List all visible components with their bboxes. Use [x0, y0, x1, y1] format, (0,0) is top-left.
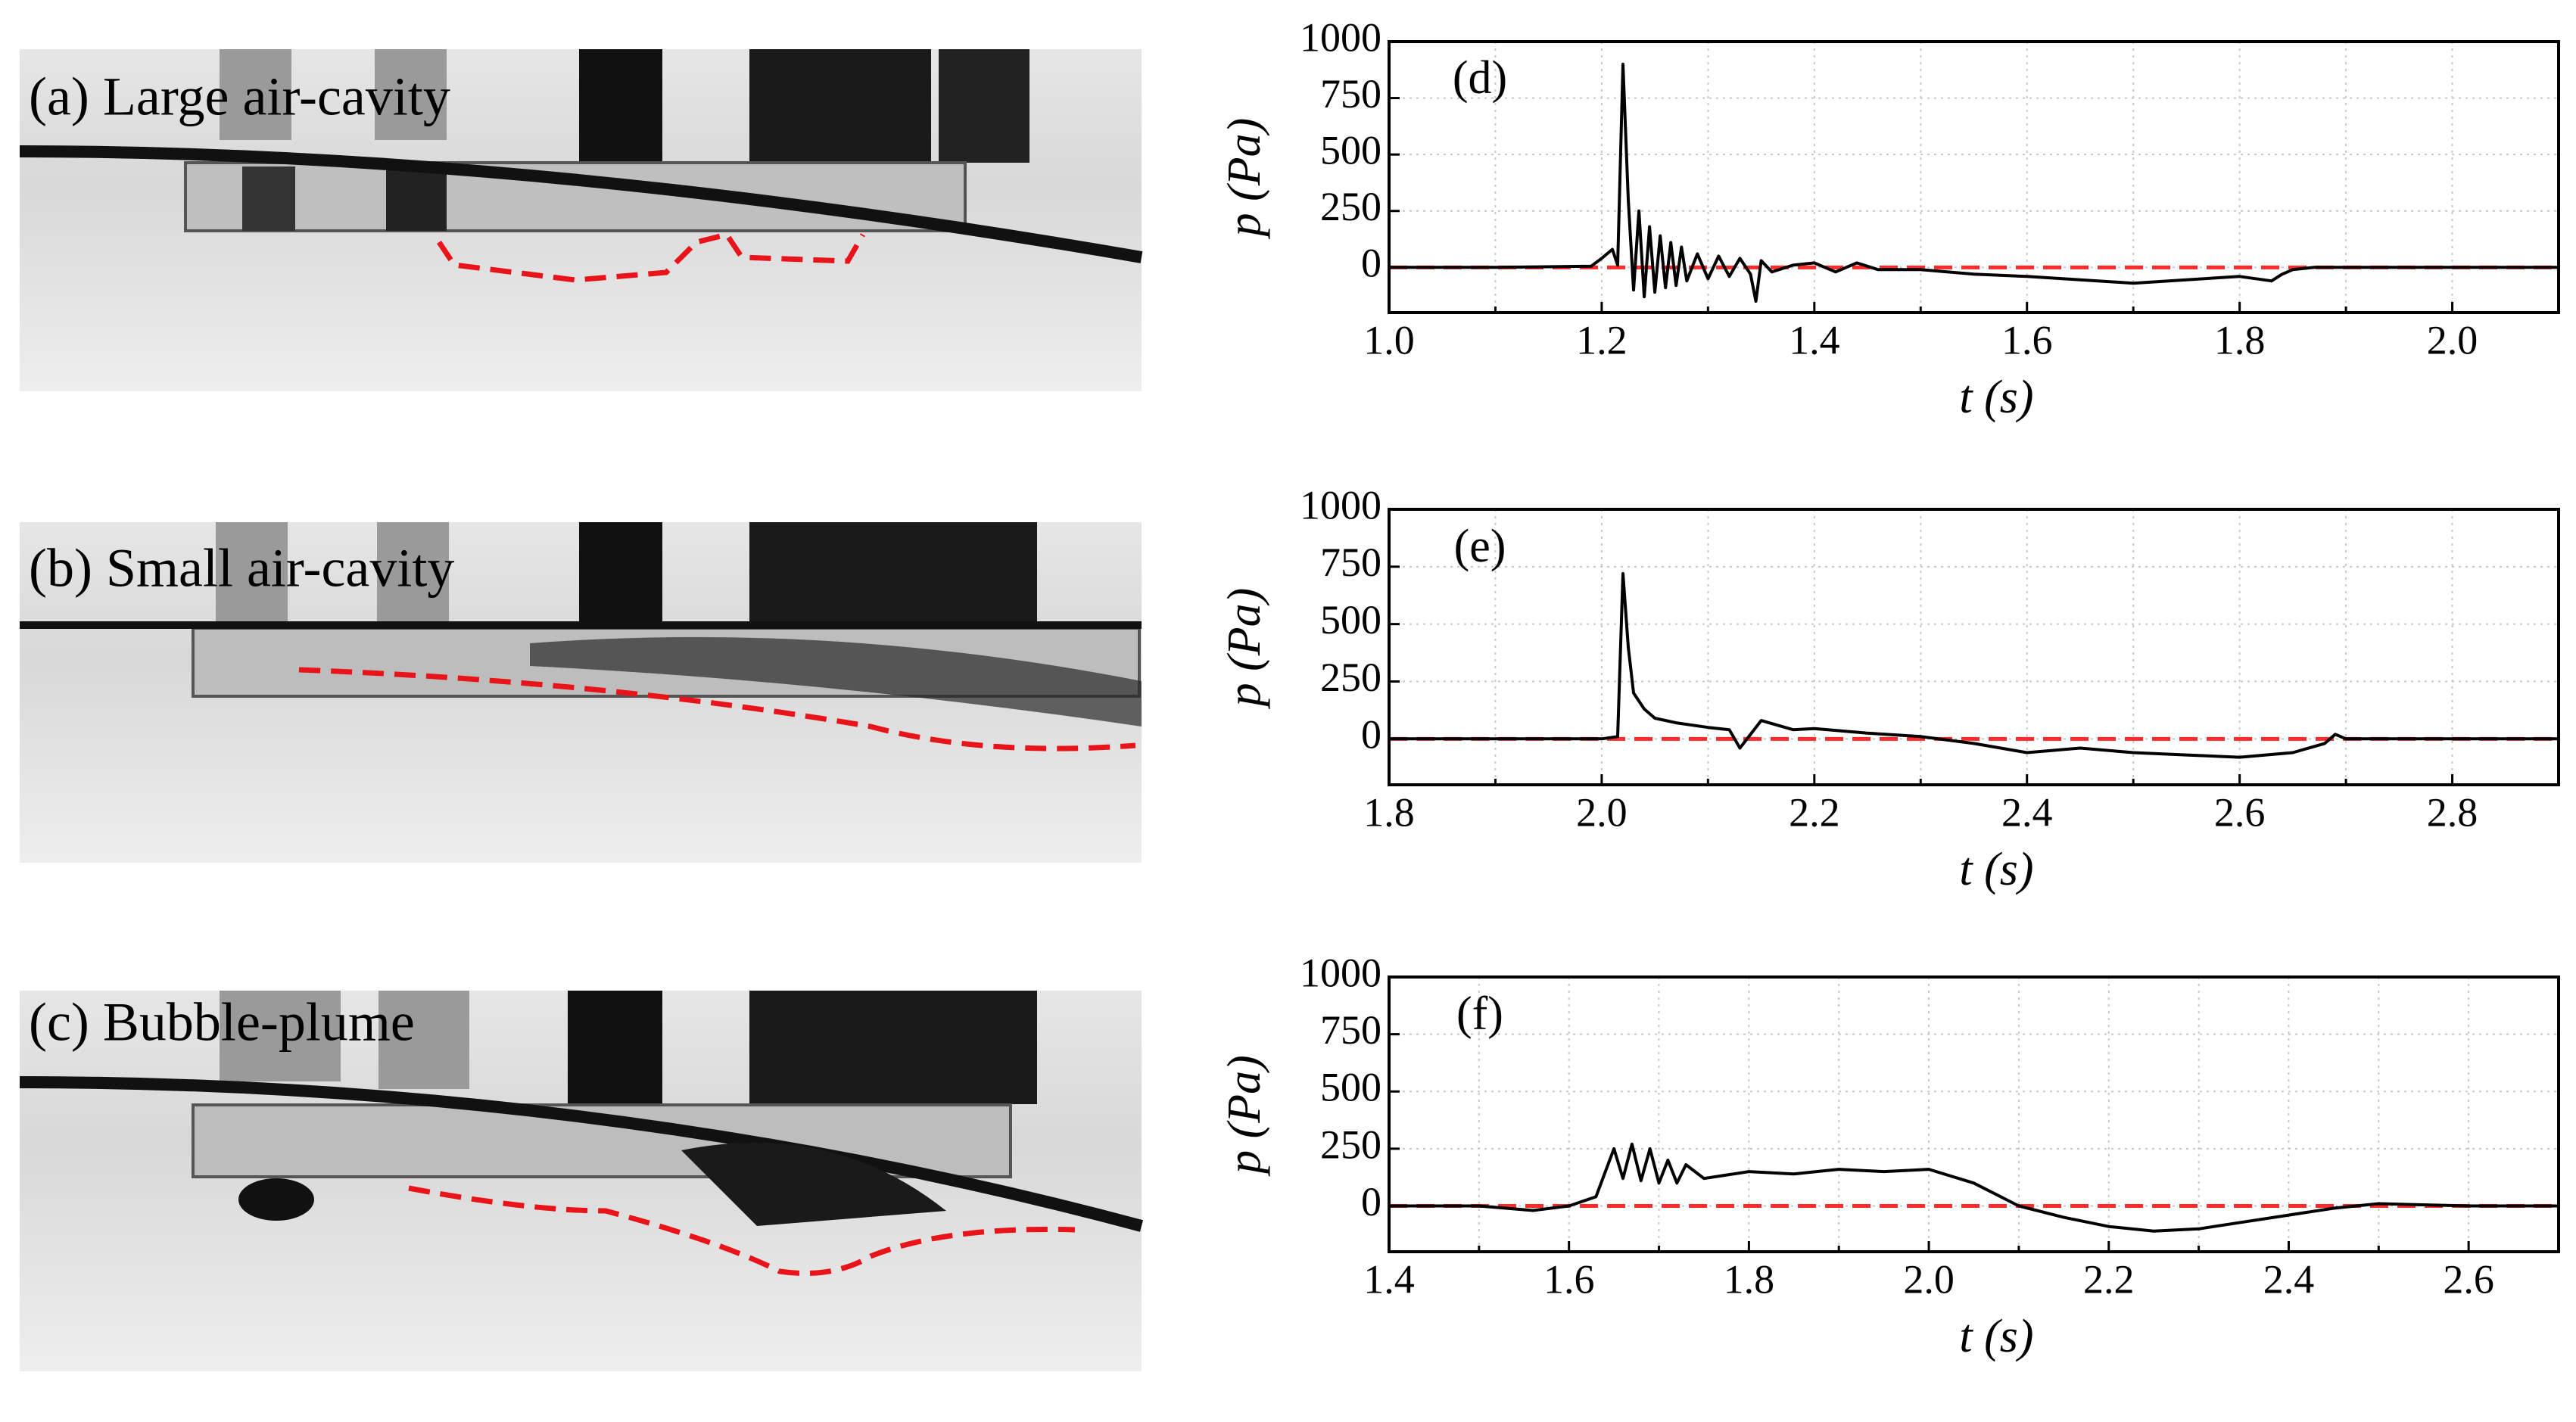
y-tick-label: 0 [1361, 712, 1381, 758]
y-tick-label: 250 [1320, 655, 1381, 700]
y-tick-label: 500 [1320, 128, 1381, 173]
x-tick-label: 2.0 [2427, 317, 2478, 363]
y-axis-label: p (Pa) [1219, 118, 1270, 240]
y-tick-label: 750 [1320, 540, 1381, 585]
photo-label: (b) Small air-cavity [29, 538, 454, 599]
photo-c: (c) Bubble-plume [19, 991, 1144, 1371]
x-tick-label: 2.2 [2083, 1256, 2135, 1302]
x-tick-label: 2.0 [1576, 789, 1628, 835]
x-tick-label: 1.8 [1363, 789, 1415, 835]
photo-a: (a) Large air-cavity [19, 49, 1143, 391]
pressure-line [1389, 62, 2559, 303]
y-tick-label: 500 [1320, 597, 1381, 643]
y-axis-label: p (Pa) [1219, 1055, 1270, 1177]
panel-annotation: (e) [1454, 521, 1506, 572]
x-tick-label: 2.6 [2214, 789, 2266, 835]
x-axis-label: t (s) [1959, 372, 2033, 423]
x-tick-label: 1.4 [1789, 317, 1840, 363]
y-tick-label: 250 [1320, 1122, 1381, 1167]
x-tick-label: 2.4 [2263, 1256, 2315, 1302]
x-tick-label: 1.6 [1543, 1256, 1595, 1302]
y-tick-label: 1000 [1300, 14, 1381, 60]
y-tick-label: 250 [1320, 184, 1381, 229]
plot-frame [1388, 40, 2560, 314]
panel-annotation: (d) [1453, 52, 1507, 104]
x-tick-label: 1.6 [2001, 317, 2053, 363]
x-tick-label: 1.2 [1576, 317, 1628, 363]
x-tick-label: 2.8 [2427, 789, 2478, 835]
panel-annotation: (f) [1456, 988, 1503, 1040]
y-tick-label: 1000 [1300, 482, 1381, 527]
y-tick-label: 1000 [1300, 950, 1381, 995]
photo-label: (c) Bubble-plume [29, 992, 415, 1053]
y-tick-label: 0 [1361, 1179, 1381, 1224]
photo-label: (a) Large air-cavity [29, 67, 450, 127]
y-tick-label: 0 [1361, 241, 1381, 286]
x-axis-label: t (s) [1959, 1311, 2033, 1362]
y-axis-label: p (Pa) [1219, 588, 1270, 710]
x-axis-label: t (s) [1959, 844, 2033, 895]
photo-b: (b) Small air-cavity [20, 522, 1142, 863]
chart: 0 250 500 750 1000 1.4 1.6 1.8 2.0 2.2 2.4 2.6 (f) t … [1219, 950, 2560, 1362]
x-tick-label: 1.4 [1363, 1256, 1415, 1302]
x-tick-label: 1.8 [1724, 1256, 1775, 1302]
chart: 0 250 500 750 1000 1.0 1.2 1.4 1.6 1.8 2.0 (d) t (s)… [1219, 14, 2560, 423]
x-tick-label: 2.0 [1903, 1256, 1955, 1302]
plot-frame [1388, 508, 2560, 786]
x-tick-label: 2.6 [2443, 1256, 2494, 1302]
x-tick-label: 1.0 [1363, 317, 1415, 363]
y-tick-label: 500 [1320, 1065, 1381, 1110]
y-tick-label: 750 [1320, 71, 1381, 117]
y-tick-label: 750 [1320, 1007, 1381, 1053]
pressure-line [1389, 1142, 2559, 1233]
plot-frame [1388, 975, 2560, 1253]
pressure-line [1389, 571, 2559, 759]
x-tick-label: 1.8 [2214, 317, 2266, 363]
x-tick-label: 2.4 [2001, 789, 2053, 835]
x-tick-label: 2.2 [1789, 789, 1840, 835]
chart: 0 250 500 750 1000 1.8 2.0 2.2 2.4 2.6 2.8 (e) t (s)… [1219, 482, 2560, 895]
